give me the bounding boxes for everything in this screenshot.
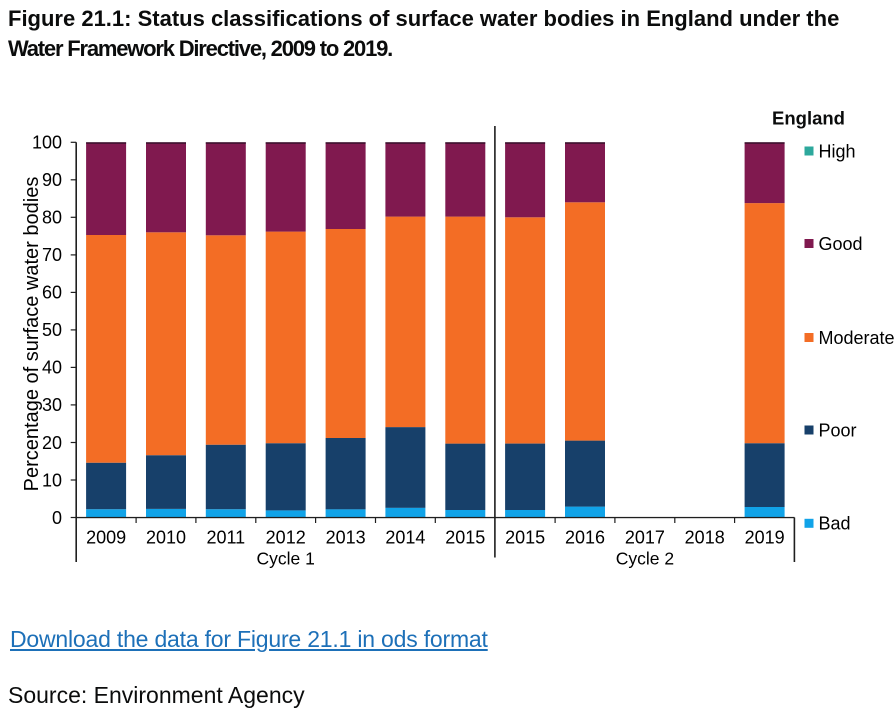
svg-text:30: 30 xyxy=(42,395,62,415)
svg-text:80: 80 xyxy=(42,208,62,228)
svg-text:2017: 2017 xyxy=(625,528,665,548)
svg-text:10: 10 xyxy=(42,470,62,490)
svg-text:Good: Good xyxy=(819,234,863,254)
svg-text:Bad: Bad xyxy=(819,514,851,534)
svg-text:60: 60 xyxy=(42,283,62,303)
svg-text:2013: 2013 xyxy=(326,528,366,548)
svg-text:50: 50 xyxy=(42,320,62,340)
svg-text:Cycle 2: Cycle 2 xyxy=(616,549,674,569)
svg-text:20: 20 xyxy=(42,433,62,453)
svg-text:100: 100 xyxy=(32,133,62,153)
svg-text:40: 40 xyxy=(42,358,62,378)
svg-text:Percentage of surface water bo: Percentage of surface water bodies xyxy=(21,177,43,492)
svg-text:2016: 2016 xyxy=(565,528,605,548)
svg-text:2018: 2018 xyxy=(685,528,725,548)
svg-text:Poor: Poor xyxy=(819,420,857,440)
svg-text:0: 0 xyxy=(52,508,62,528)
svg-text:2015: 2015 xyxy=(445,528,485,548)
svg-text:2010: 2010 xyxy=(146,528,186,548)
svg-text:2009: 2009 xyxy=(86,528,126,548)
svg-text:2011: 2011 xyxy=(206,528,245,548)
svg-text:2015: 2015 xyxy=(505,528,545,548)
svg-text:England: England xyxy=(772,108,845,129)
svg-text:2012: 2012 xyxy=(266,528,306,548)
svg-text:High: High xyxy=(819,141,856,161)
svg-text:Cycle 1: Cycle 1 xyxy=(257,549,315,569)
svg-text:Moderate: Moderate xyxy=(819,328,895,348)
svg-text:2019: 2019 xyxy=(745,528,785,548)
svg-text:70: 70 xyxy=(42,245,62,265)
svg-text:90: 90 xyxy=(42,170,62,190)
svg-text:2014: 2014 xyxy=(385,528,425,548)
